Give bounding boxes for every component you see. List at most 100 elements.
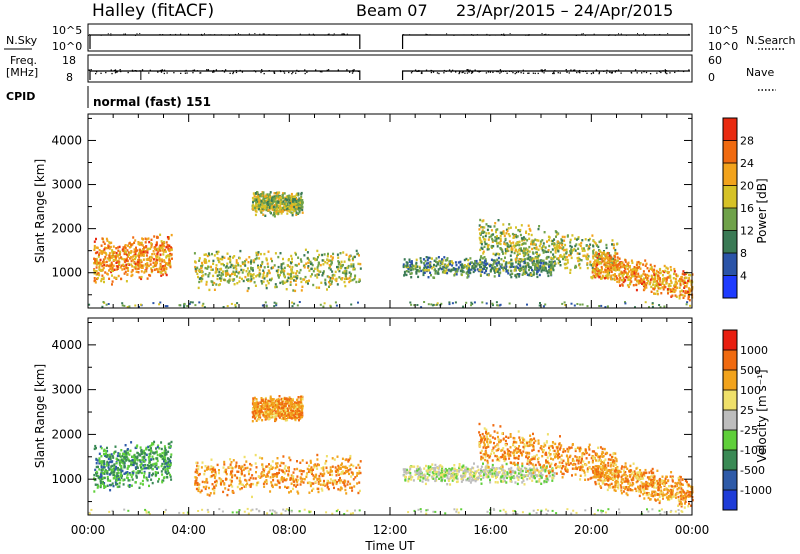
echo-cell (258, 275, 261, 278)
echo-cell (160, 447, 163, 451)
nave-sample-dot (541, 71, 543, 73)
echo-cell (569, 244, 572, 248)
echo-cell (590, 264, 593, 267)
echo-cell (115, 462, 118, 465)
nave-sample-dot (643, 71, 645, 73)
noise-sample-dot (159, 33, 161, 35)
nave-sample-dot (544, 69, 546, 71)
echo-cell (665, 278, 668, 281)
echo-cell (273, 204, 276, 207)
echo-cell (147, 247, 150, 251)
echo-cell (339, 263, 342, 266)
echo-cell (684, 281, 687, 284)
echo-cell (291, 212, 294, 215)
echo-cell (279, 210, 282, 213)
echo-cell (114, 474, 116, 478)
echo-cell (429, 271, 432, 274)
noise-sample-dot (110, 34, 112, 36)
echo-cell (285, 204, 288, 208)
echo-cell (314, 274, 317, 277)
echo-cell (231, 278, 234, 281)
echo-cell (689, 274, 692, 277)
echo-cell (263, 277, 266, 280)
echo-cell (436, 272, 439, 275)
echo-cell (621, 275, 624, 278)
nave-sample-dot (448, 69, 451, 71)
echo-cell (500, 258, 503, 261)
echo-cell (139, 248, 142, 252)
echo-cell (480, 269, 483, 272)
echo-cell (300, 204, 303, 208)
echo-cell (249, 462, 252, 466)
echo-cell (295, 264, 298, 267)
echo-cell (163, 459, 166, 462)
echo-cell (251, 474, 254, 477)
echo-cell (618, 274, 621, 277)
echo-cell (255, 483, 258, 487)
echo-cell (512, 241, 515, 244)
echo-cell (227, 281, 230, 284)
echo-cell (356, 471, 359, 475)
echo-cell (561, 247, 564, 251)
echo-cell (646, 276, 649, 280)
echo-cell (588, 237, 591, 241)
echo-cell (287, 276, 290, 279)
near-range-echo (101, 305, 104, 308)
echo-cell (252, 203, 255, 207)
noise-sample-dot (254, 33, 256, 35)
echo-cell (599, 257, 602, 260)
echo-cell (165, 241, 168, 244)
echo-cell (258, 200, 261, 203)
echo-cell (495, 239, 498, 243)
echo-cell (144, 270, 147, 273)
echo-cell (247, 261, 250, 264)
echo-cell (283, 269, 286, 273)
echo-cell (260, 211, 263, 214)
echo-cell (329, 265, 332, 268)
echo-cell (574, 249, 577, 252)
echo-cell (357, 491, 360, 495)
echo-cell (511, 248, 514, 251)
echo-cell (111, 280, 114, 283)
nave-sample-dot (273, 72, 276, 74)
echo-cell (255, 251, 258, 255)
echo-cell (316, 266, 319, 269)
echo-cell (293, 205, 296, 209)
echo-cell (660, 292, 663, 295)
echo-cell (618, 262, 621, 265)
noise-trace-2 (401, 34, 690, 49)
echo-cell (326, 482, 329, 485)
echo-cell (307, 266, 310, 269)
echo-cell (140, 266, 143, 269)
echo-cell (204, 266, 207, 270)
echo-cell (133, 250, 136, 254)
echo-cell (555, 246, 558, 249)
echo-cell (100, 262, 103, 265)
echo-cell (282, 200, 285, 203)
echo-cell (577, 237, 580, 240)
echo-cell (507, 227, 510, 230)
echo-cell (309, 461, 312, 464)
echo-cell (299, 207, 302, 210)
echo-cell (440, 267, 443, 271)
echo-cell (268, 198, 270, 201)
echo-cell (615, 243, 618, 246)
echo-cell (507, 272, 510, 275)
echo-cell (194, 476, 197, 479)
echo-cell (326, 258, 329, 261)
echo-cell (251, 274, 254, 277)
echo-cell (158, 477, 160, 481)
near-range-echo (651, 302, 654, 305)
echo-cell (140, 270, 143, 273)
echo-cell (405, 270, 408, 273)
echo-cell (654, 280, 657, 283)
noise-sample-dot (187, 33, 189, 35)
echo-cell (290, 272, 293, 276)
echo-cell (103, 448, 106, 451)
echo-cell (505, 232, 508, 235)
echo-cell (160, 274, 163, 277)
echo-cell (592, 262, 595, 266)
echo-cell (300, 195, 303, 199)
echo-cell (121, 459, 124, 463)
echo-cell (348, 271, 351, 274)
